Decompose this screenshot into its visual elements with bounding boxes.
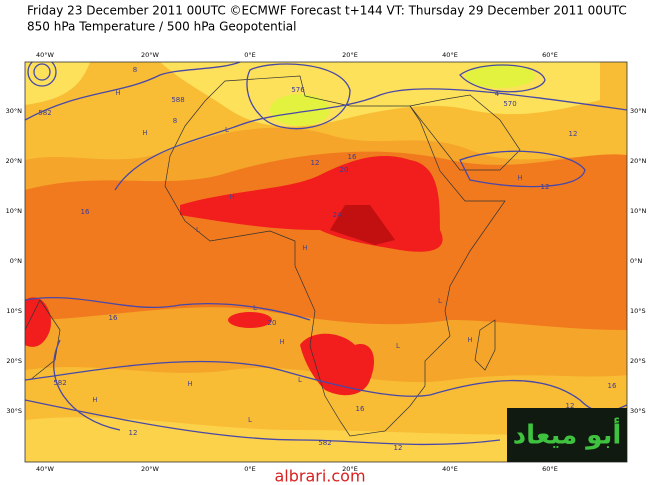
field-green <box>465 64 535 88</box>
coastline <box>164 75 506 437</box>
field-warm <box>228 312 272 328</box>
pressure-center: L <box>298 376 302 384</box>
lon-label: 20°W <box>141 465 160 473</box>
map: 588 582 576 570 12 16 20 24 8 4 16 12 16 12 20 16 582 582… <box>24 61 628 463</box>
pressure-center: L <box>396 342 400 350</box>
field-nw-light <box>25 62 90 105</box>
lat-label: 30°N <box>630 107 647 115</box>
pressure-center: L <box>225 126 229 134</box>
contour <box>25 62 241 121</box>
pressure-center: H <box>92 396 97 404</box>
lon-label: 20°E <box>342 465 358 473</box>
pressure-center: H <box>142 129 147 137</box>
contour <box>25 360 627 413</box>
contour <box>53 339 121 431</box>
lon-label: 40°W <box>36 465 55 473</box>
contour-label: 8 <box>173 117 177 125</box>
field-equator <box>25 151 627 330</box>
field-hot <box>330 205 395 245</box>
map-frame <box>24 61 628 463</box>
coastline <box>25 94 521 381</box>
contour-label: 570 <box>503 100 516 108</box>
contour-label: 582 <box>53 379 66 387</box>
contour-label: 16 <box>109 314 118 322</box>
pressure-center: H <box>115 89 120 97</box>
pressure-center: H <box>467 336 472 344</box>
pressure-center: H <box>302 244 307 252</box>
lat-label: 10°N <box>6 207 23 215</box>
logo-text: أبو ميعاد <box>513 418 622 451</box>
lon-label: 0°E <box>244 465 256 473</box>
contour <box>33 63 51 81</box>
pressure-center: L <box>248 416 252 424</box>
contour-label: 12 <box>541 183 550 191</box>
lon-label: 40°W <box>36 51 55 59</box>
contour-labels: 588 582 576 570 12 16 20 24 8 4 16 12 16 12 20 16 582 582… <box>38 66 617 452</box>
contour-label: 4 <box>495 90 500 98</box>
lon-label: 40°E <box>442 465 458 473</box>
pressure-center: L <box>253 304 257 312</box>
contour <box>459 150 586 188</box>
contour <box>246 63 351 130</box>
contour-label: 16 <box>81 208 90 216</box>
contour-label: 582 <box>318 439 331 447</box>
lat-label: 30°N <box>6 107 23 115</box>
lat-label: 20°S <box>6 357 22 365</box>
lon-label: 20°W <box>141 51 160 59</box>
pressure-center: L <box>196 226 200 234</box>
contour-label: 12 <box>129 429 138 437</box>
contour <box>25 296 311 321</box>
lon-label: 40°E <box>442 51 458 59</box>
pressure-center: H <box>279 338 284 346</box>
contour-label: 20 <box>340 166 349 174</box>
contour-label: 582 <box>38 109 51 117</box>
lat-label: 10°N <box>630 207 647 215</box>
lon-label: 0°E <box>244 51 256 59</box>
lat-label: 20°S <box>630 357 646 365</box>
lat-label: 30°S <box>6 407 22 415</box>
pressure-center: H <box>187 380 192 388</box>
lat-label: 20°N <box>6 157 23 165</box>
title-line2: 850 hPa Temperature / 500 hPa Geopotenti… <box>27 20 296 34</box>
graticule-labels: 40°W 40°W 20°W 20°W 0°E 0°E 20°E 20°E 40°E 40°E 60… <box>6 51 647 473</box>
contour-label: 8 <box>133 66 137 74</box>
contour-label: 16 <box>356 405 365 413</box>
title-line1: Friday 23 December 2011 00UTC ©ECMWF For… <box>27 4 627 18</box>
pressure-center: L <box>438 297 442 305</box>
lon-label: 20°E <box>342 51 358 59</box>
lat-label: 10°S <box>630 307 646 315</box>
contour-label: 576 <box>291 86 305 94</box>
pressure-center: H <box>517 174 522 182</box>
site-url: albrari.com <box>274 467 365 485</box>
field-warm <box>25 297 51 347</box>
contour-label: 24 <box>333 211 342 219</box>
lat-label: 0°N <box>630 257 642 265</box>
logo-box <box>507 408 627 462</box>
lat-label: 30°S <box>630 407 646 415</box>
lat-label: 10°S <box>6 307 22 315</box>
lat-label: 20°N <box>630 157 647 165</box>
lat-label: 0°N <box>10 257 22 265</box>
contour <box>25 399 501 446</box>
contour-label: 12 <box>566 402 575 410</box>
pressure-center: H <box>229 193 234 201</box>
contour-label: 16 <box>608 382 617 390</box>
contour <box>27 62 57 87</box>
contour-label: 20 <box>268 319 277 327</box>
contour <box>114 88 627 191</box>
contour-label: 588 <box>171 96 184 104</box>
contour-label: 12 <box>569 130 578 138</box>
contour-label: 16 <box>348 153 357 161</box>
contour-label: 12 <box>394 444 403 452</box>
contour <box>459 64 546 93</box>
field-green <box>270 94 330 126</box>
contour-label: 12 <box>311 159 320 167</box>
lon-label: 60°E <box>542 51 558 59</box>
lon-label: 60°E <box>542 465 558 473</box>
